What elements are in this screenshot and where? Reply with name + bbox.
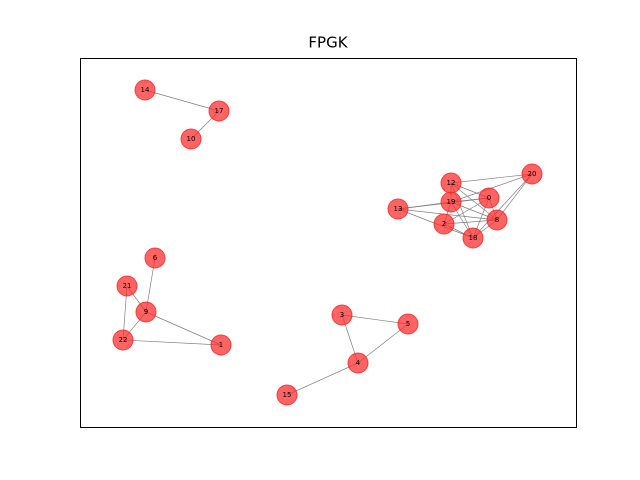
node	[387, 198, 409, 220]
node	[180, 128, 202, 150]
node-label: 8	[495, 216, 499, 224]
node-label: 17	[215, 107, 224, 115]
node-label: 12	[447, 179, 456, 187]
node	[210, 334, 232, 356]
node	[134, 79, 156, 101]
node-label: 21	[123, 282, 132, 290]
edge	[357, 323, 409, 364]
node-label: 2	[442, 220, 446, 228]
edge	[122, 339, 222, 346]
node-label: 5	[406, 320, 410, 328]
node	[116, 275, 138, 297]
node	[462, 227, 484, 249]
title: FPGK	[308, 34, 348, 52]
node	[144, 247, 166, 269]
node	[440, 191, 462, 213]
node	[135, 301, 157, 323]
node	[397, 313, 419, 335]
node-label: 6	[153, 254, 158, 262]
edge	[144, 89, 220, 112]
node-label: 0	[487, 194, 491, 202]
frame	[80, 58, 577, 428]
node	[486, 209, 508, 231]
node-label: 20	[528, 170, 537, 178]
node-label: 10	[187, 135, 196, 143]
node	[331, 304, 353, 326]
edge	[450, 173, 533, 184]
node-label: 15	[283, 391, 292, 399]
node	[276, 384, 298, 406]
node-label: 13	[394, 205, 403, 213]
node	[112, 329, 134, 351]
edge	[145, 311, 222, 346]
node	[208, 100, 230, 122]
node-label: 1	[219, 341, 223, 349]
node-label: 4	[356, 359, 361, 367]
node-label: 9	[144, 308, 148, 316]
node-label: 22	[119, 336, 128, 344]
node	[478, 187, 500, 209]
node	[521, 163, 543, 185]
node	[433, 213, 455, 235]
node-label: 14	[141, 86, 150, 94]
node-label: 19	[447, 198, 456, 206]
node	[347, 352, 369, 374]
edge	[472, 173, 533, 239]
node-label: 18	[469, 234, 478, 242]
edge	[341, 314, 409, 325]
node-label: 3	[340, 311, 344, 319]
edge	[286, 362, 359, 396]
